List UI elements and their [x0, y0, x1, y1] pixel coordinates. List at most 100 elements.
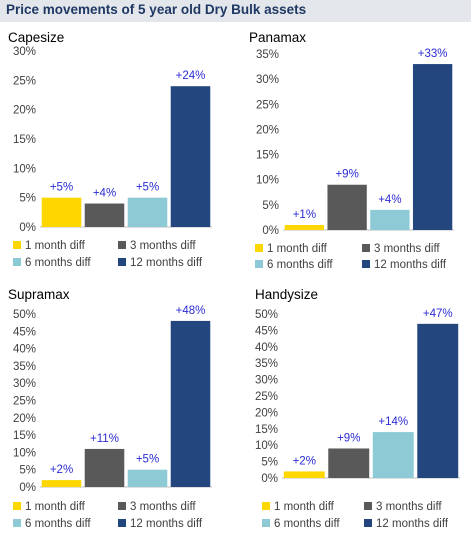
capesize-legend-swatch	[118, 258, 126, 266]
capesize-ytick-label: 5%	[19, 193, 36, 205]
panamax-ytick-label: 20%	[256, 124, 279, 136]
capesize-ytick-label: 30%	[13, 46, 36, 58]
supramax-legend-swatch	[118, 502, 126, 510]
supramax-legend-label: 3 months diff	[130, 501, 196, 513]
header-band	[0, 0, 471, 22]
handysize-legend-label: 3 months diff	[376, 501, 442, 513]
handysize-bar	[372, 432, 414, 478]
handysize-ytick-label: 10%	[255, 440, 278, 452]
capesize-legend-label: 3 months diff	[130, 240, 196, 252]
panamax-ytick-label: 25%	[256, 99, 279, 111]
panamax-legend-swatch	[255, 260, 263, 268]
capesize-ytick-label: 10%	[13, 163, 36, 175]
capesize-legend-swatch	[118, 241, 126, 249]
panamax-ytick-label: 15%	[256, 150, 279, 162]
panamax-data-label: +4%	[378, 194, 401, 206]
panamax-legend-label: 3 months diff	[374, 243, 440, 255]
capesize-ytick-label: 25%	[13, 75, 36, 87]
panamax-ytick-label: 5%	[262, 200, 279, 212]
supramax-bar	[170, 320, 211, 487]
panamax-legend-label: 1 month diff	[267, 243, 328, 255]
handysize-ytick-label: 5%	[261, 457, 278, 469]
capesize-data-label: +4%	[93, 188, 116, 200]
capesize-legend-swatch	[13, 241, 21, 249]
panamax-legend-swatch	[255, 244, 263, 252]
handysize-legend-label: 12 months diff	[376, 518, 449, 530]
supramax-legend-label: 1 month diff	[25, 501, 86, 513]
handysize-ytick-label: 35%	[255, 358, 278, 370]
capesize-bar	[84, 203, 125, 227]
handysize-bar	[283, 471, 325, 478]
supramax-ytick-label: 35%	[13, 361, 36, 373]
handysize-title: Handysize	[255, 287, 318, 302]
capesize-bar	[41, 197, 82, 227]
supramax-ytick-label: 10%	[13, 447, 36, 459]
handysize-data-label: +9%	[337, 432, 360, 444]
supramax-legend-swatch	[13, 502, 21, 510]
supramax-ytick-label: 20%	[13, 413, 36, 425]
handysize-ytick-label: 0%	[261, 473, 278, 485]
capesize-data-label: +24%	[176, 70, 206, 82]
handysize-ytick-label: 40%	[255, 342, 278, 354]
panamax-ytick-label: 10%	[256, 175, 279, 187]
supramax-legend-label: 6 months diff	[25, 518, 91, 530]
handysize-legend-swatch	[262, 519, 270, 527]
supramax-ytick-label: 50%	[13, 309, 36, 321]
supramax-ytick-label: 25%	[13, 396, 36, 408]
panamax-legend-label: 12 months diff	[374, 259, 447, 271]
capesize-bar	[170, 86, 211, 227]
capesize-legend-swatch	[13, 258, 21, 266]
panamax-data-label: +33%	[418, 48, 448, 60]
handysize-legend-label: 1 month diff	[274, 501, 335, 513]
supramax-title: Supramax	[8, 287, 70, 302]
supramax-legend-label: 12 months diff	[130, 518, 203, 530]
handysize-legend-swatch	[262, 502, 270, 510]
panamax-legend-swatch	[362, 260, 370, 268]
panamax-bar	[412, 64, 453, 230]
handysize-data-label: +2%	[293, 455, 316, 467]
panamax-ytick-label: 35%	[256, 49, 279, 61]
panamax-legend-swatch	[362, 244, 370, 252]
capesize-legend-label: 6 months diff	[25, 257, 91, 269]
capesize-ytick-label: 0%	[19, 222, 36, 234]
capesize-data-label: +5%	[50, 182, 73, 194]
supramax-ytick-label: 45%	[13, 326, 36, 338]
supramax-data-label: +48%	[176, 305, 206, 317]
panamax-ytick-label: 30%	[256, 74, 279, 86]
supramax-ytick-label: 30%	[13, 378, 36, 390]
capesize-ytick-label: 15%	[13, 134, 36, 146]
handysize-ytick-label: 20%	[255, 407, 278, 419]
supramax-bar	[41, 480, 82, 487]
supramax-ytick-label: 40%	[13, 344, 36, 356]
supramax-ytick-label: 5%	[19, 465, 36, 477]
handysize-legend-swatch	[364, 502, 372, 510]
supramax-data-label: +5%	[136, 454, 159, 466]
capesize-title: Capesize	[8, 30, 64, 45]
supramax-data-label: +11%	[90, 433, 119, 445]
panamax-bar	[327, 184, 367, 230]
main-title: Price movements of 5 year old Dry Bulk a…	[6, 2, 307, 17]
capesize-ytick-label: 20%	[13, 105, 36, 117]
handysize-data-label: +47%	[423, 308, 453, 320]
supramax-bar	[127, 469, 168, 487]
handysize-legend-label: 6 months diff	[274, 518, 340, 530]
handysize-ytick-label: 45%	[255, 325, 278, 337]
supramax-bar	[84, 448, 125, 487]
panamax-bar	[370, 209, 410, 230]
capesize-legend-label: 1 month diff	[25, 240, 86, 252]
supramax-ytick-label: 0%	[19, 482, 36, 494]
supramax-ytick-label: 15%	[13, 430, 36, 442]
handysize-legend-swatch	[364, 519, 372, 527]
handysize-bar	[328, 448, 370, 478]
supramax-data-label: +2%	[50, 464, 73, 476]
handysize-ytick-label: 15%	[255, 424, 278, 436]
handysize-bar	[417, 323, 459, 478]
panamax-bar	[284, 224, 325, 230]
capesize-bar	[127, 197, 168, 227]
handysize-data-label: +14%	[378, 416, 408, 428]
panamax-data-label: +9%	[335, 169, 358, 181]
handysize-ytick-label: 30%	[255, 375, 278, 387]
supramax-legend-swatch	[13, 519, 21, 527]
